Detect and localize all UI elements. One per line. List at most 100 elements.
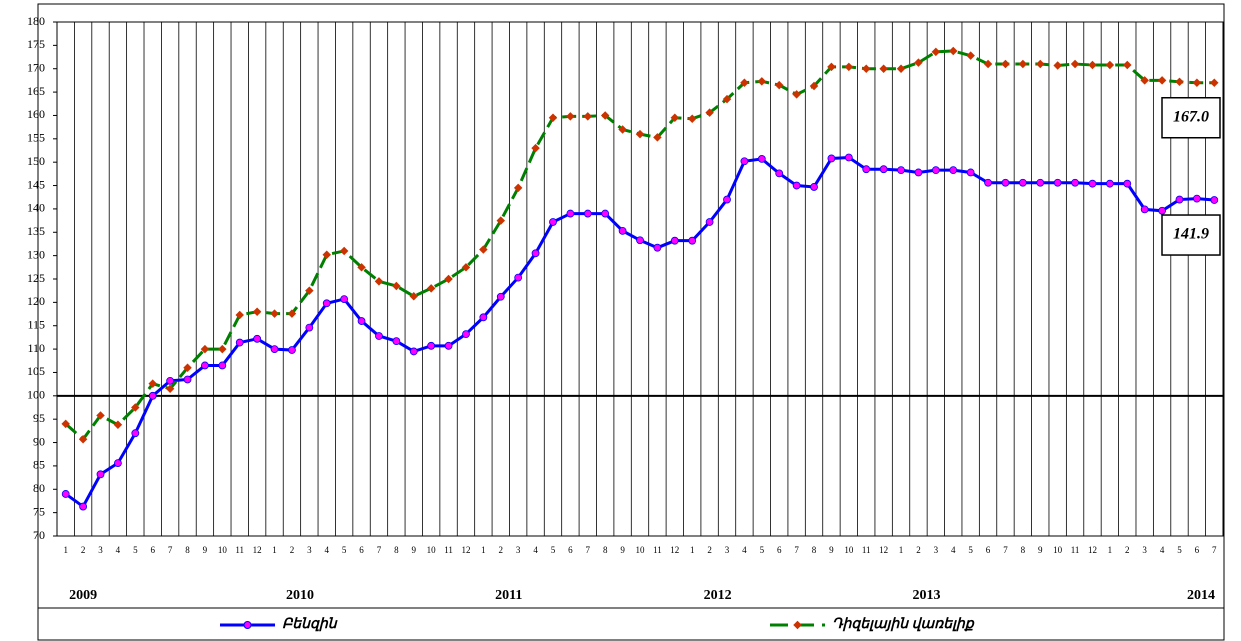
x-tick-label: 6	[150, 545, 155, 555]
x-tick-label: 4	[1160, 545, 1165, 555]
y-tick-label: 150	[27, 154, 45, 168]
data-point	[723, 195, 731, 204]
data-point	[218, 361, 227, 370]
data-point	[931, 166, 940, 175]
x-tick-label: 7	[1212, 545, 1217, 555]
x-tick-label: 6	[568, 545, 573, 555]
data-point	[479, 313, 488, 322]
x-tick-label: 4	[116, 545, 121, 555]
y-tick-label: 170	[27, 60, 45, 74]
y-tick-label: 100	[27, 388, 45, 402]
data-point	[148, 391, 157, 400]
data-point	[409, 347, 418, 356]
data-point	[131, 429, 140, 438]
y-tick-label: 175	[27, 37, 45, 51]
x-tick-label: 7	[1003, 545, 1008, 555]
data-point	[461, 263, 471, 272]
data-point	[566, 209, 575, 218]
x-tick-label: 4	[951, 545, 956, 555]
x-tick-label: 12	[461, 545, 470, 555]
x-tick-label: 8	[1021, 545, 1026, 555]
y-tick-label: 85	[33, 458, 45, 472]
x-tick-label: 2	[707, 545, 712, 555]
data-point	[705, 218, 714, 226]
y-tick-label: 140	[27, 201, 45, 215]
data-point	[1105, 179, 1114, 188]
x-tick-label: 8	[185, 545, 190, 555]
data-point	[653, 243, 662, 252]
data-point	[757, 155, 766, 163]
data-point	[357, 317, 366, 325]
x-tick-label: 7	[794, 545, 799, 555]
x-tick-label: 12	[253, 545, 262, 555]
data-point	[148, 379, 157, 388]
x-tick-label: 3	[516, 545, 521, 555]
data-point	[375, 332, 383, 340]
annotation-box	[1161, 214, 1221, 256]
data-point	[670, 236, 679, 245]
data-point	[270, 309, 279, 318]
y-tick-label: 80	[33, 481, 45, 495]
x-tick-label: 4	[324, 545, 329, 555]
data-point	[235, 338, 244, 347]
y-tick-label: 180	[27, 14, 45, 28]
plot-area	[56, 21, 1224, 537]
data-point	[827, 154, 836, 163]
data-point	[235, 310, 244, 320]
x-tick-label: 10	[1053, 545, 1063, 555]
x-tick-label: 5	[968, 545, 973, 555]
data-point	[1018, 178, 1027, 187]
data-point	[688, 236, 697, 245]
y-tick-label: 95	[33, 411, 45, 425]
x-tick-label: 3	[934, 545, 939, 555]
y-tick-label: 125	[27, 271, 45, 285]
x-tick-label: 11	[235, 545, 244, 555]
data-point	[531, 249, 540, 258]
x-tick-label: 9	[1038, 545, 1043, 555]
data-point	[322, 299, 331, 308]
x-tick-label: 2	[1125, 545, 1130, 555]
data-point	[357, 263, 366, 272]
year-label: 2011	[495, 588, 522, 603]
data-point	[740, 157, 749, 166]
x-tick-label: 5	[1177, 545, 1182, 555]
data-point	[636, 236, 644, 245]
frame	[37, 3, 1225, 641]
y-tick-label: 110	[27, 341, 45, 355]
y-tick-label: 160	[27, 107, 45, 121]
x-tick-label: 10	[844, 545, 854, 555]
data-point	[775, 169, 784, 178]
x-tick-label: 8	[394, 545, 399, 555]
data-point	[166, 376, 175, 385]
data-point	[305, 323, 314, 332]
x-tick-label: 5	[133, 545, 138, 555]
data-point	[862, 165, 871, 174]
y-tick-label: 75	[33, 504, 45, 518]
data-point	[426, 284, 436, 293]
year-label: 2009	[69, 588, 97, 603]
x-tick-label: 9	[412, 545, 417, 555]
x-tick-label: 3	[1142, 545, 1147, 555]
data-point	[165, 384, 175, 394]
y-tick-label: 145	[27, 177, 45, 191]
x-tick-label: 10	[636, 545, 646, 555]
x-tick-label: 7	[377, 545, 382, 555]
x-tick-label: 4	[742, 545, 747, 555]
data-point	[322, 250, 331, 259]
data-point	[96, 411, 105, 420]
data-point	[392, 281, 401, 291]
x-tick-label: 1	[481, 545, 486, 555]
annotation: 141.9	[1173, 226, 1209, 243]
x-tick-label: 8	[603, 545, 608, 555]
x-tick-label: 1	[899, 545, 904, 555]
y-tick-label: 165	[27, 84, 45, 98]
data-point	[1140, 205, 1149, 214]
data-point	[427, 341, 436, 350]
x-tick-label: 5	[342, 545, 347, 555]
data-point	[444, 274, 453, 284]
x-tick-label: 4	[533, 545, 538, 555]
x-tick-label: 3	[725, 545, 730, 555]
x-tick-label: 1	[63, 545, 68, 555]
y-tick-label: 115	[27, 317, 45, 331]
